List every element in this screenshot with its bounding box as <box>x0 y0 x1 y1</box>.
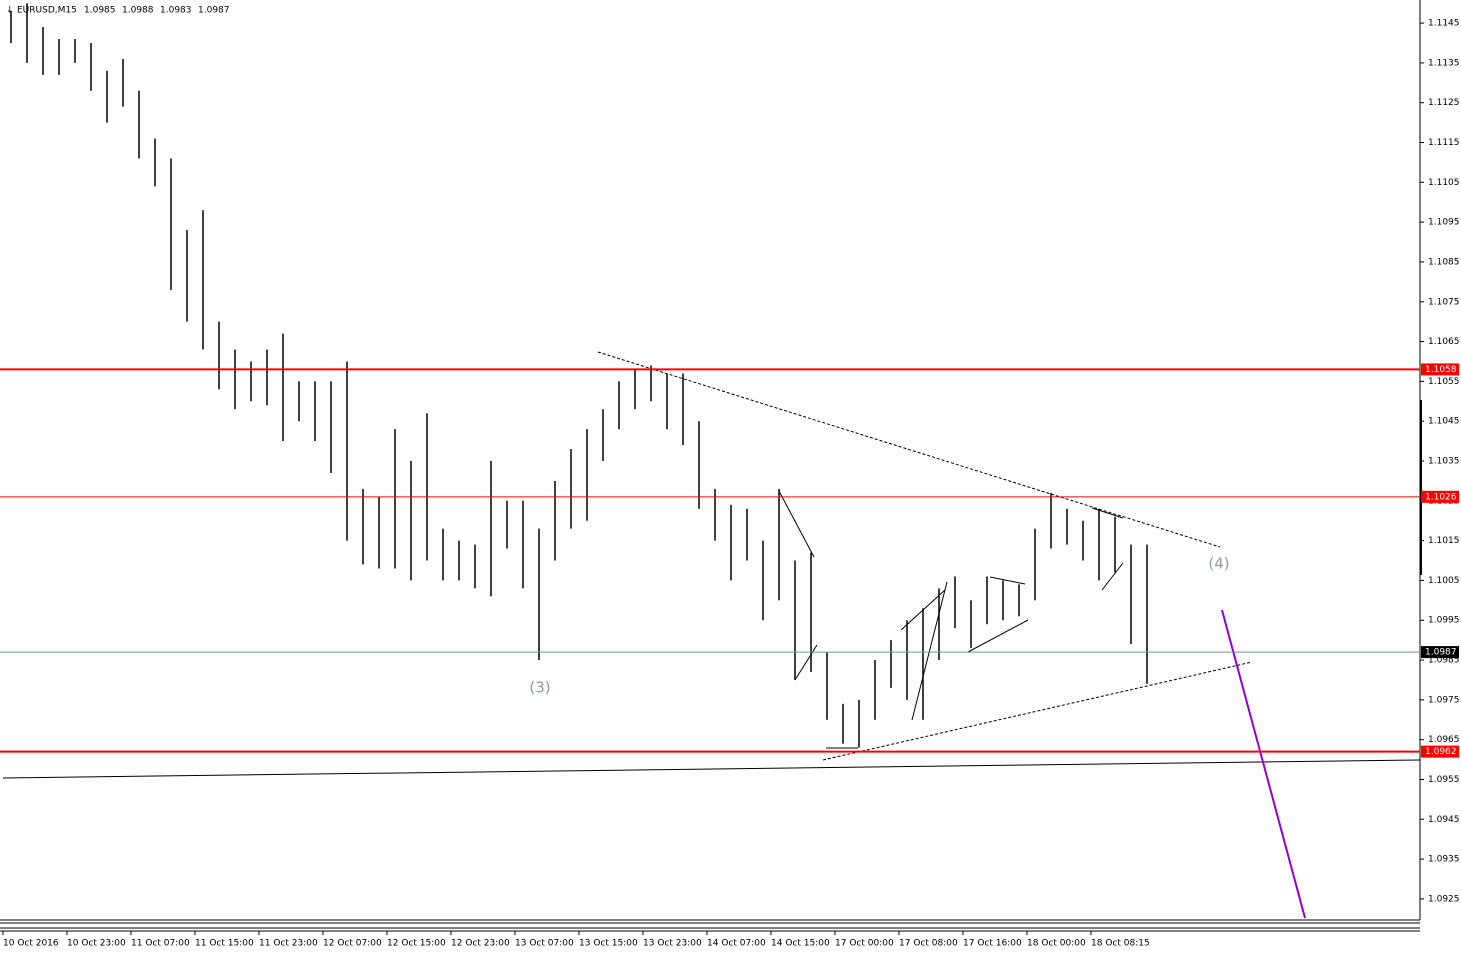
y-tick-label: 1.0985 <box>1428 656 1460 666</box>
x-tick-label: 13 Oct 15:00 <box>579 939 638 949</box>
y-tick-label: 1.1015 <box>1428 536 1460 546</box>
wave-label: (3) <box>529 679 550 697</box>
ohlc-value: 1.0987 <box>198 6 230 16</box>
x-tick-label: 14 Oct 07:00 <box>707 939 766 949</box>
ohlc-value: 1.0985 <box>84 6 116 16</box>
x-tick-label: 11 Oct 07:00 <box>131 939 190 949</box>
level-label: 1.0962 <box>1425 747 1457 757</box>
y-tick-label: 1.1065 <box>1428 337 1460 347</box>
pattern-line <box>1091 507 1124 519</box>
y-tick-label: 1.1145 <box>1428 19 1460 29</box>
symbol: EURUSD,M15 <box>17 6 77 16</box>
wave-label: (4) <box>1208 555 1229 573</box>
arrow-icon: ↓ <box>6 6 14 16</box>
y-tick-label: 1.0965 <box>1428 735 1460 745</box>
ohlc-value: 1.0983 <box>160 6 192 16</box>
x-tick-label: 17 Oct 00:00 <box>835 939 894 949</box>
y-tick-label: 1.1085 <box>1428 257 1460 267</box>
x-tick-label: 12 Oct 15:00 <box>387 939 446 949</box>
y-tick-label: 1.0945 <box>1428 815 1460 825</box>
x-tick-label: 13 Oct 23:00 <box>643 939 702 949</box>
trend-line <box>822 661 1253 761</box>
level-label: 1.1058 <box>1425 365 1457 375</box>
y-tick-label: 1.0925 <box>1428 894 1460 904</box>
y-tick-label: 1.1035 <box>1428 456 1460 466</box>
x-tick-label: 14 Oct 15:00 <box>771 939 830 949</box>
y-tick-label: 1.1115 <box>1428 138 1460 148</box>
x-tick-label: 18 Oct 08:15 <box>1091 939 1150 949</box>
current-price-label: 1.0987 <box>1425 648 1457 658</box>
y-tick-label: 1.1075 <box>1428 297 1460 307</box>
pattern-line <box>911 581 948 721</box>
y-tick-label: 1.0995 <box>1428 616 1460 626</box>
projection-line <box>1221 609 1306 919</box>
trend-line <box>597 351 1221 548</box>
x-tick-label: 11 Oct 23:00 <box>259 939 318 949</box>
pattern-line <box>989 576 1026 585</box>
x-tick-label: 12 Oct 23:00 <box>451 939 510 949</box>
y-tick-label: 1.1005 <box>1428 576 1460 586</box>
pattern-line <box>967 619 1029 653</box>
ohlc-value: 1.0988 <box>122 6 154 16</box>
pattern-line <box>794 644 818 681</box>
level-tag <box>1421 363 1459 376</box>
x-tick-label: 17 Oct 16:00 <box>963 939 1022 949</box>
level-tag <box>1421 490 1459 503</box>
current-price-tag <box>1421 646 1459 659</box>
x-tick-label: 10 Oct 2016 <box>3 939 59 949</box>
y-tick-label: 1.0935 <box>1428 855 1460 865</box>
pattern-line <box>778 490 815 558</box>
y-tick-label: 1.1055 <box>1428 377 1460 387</box>
y-tick-label: 1.0975 <box>1428 695 1460 705</box>
y-tick-label: 1.1045 <box>1428 417 1460 427</box>
y-tick-label: 1.1135 <box>1428 58 1460 68</box>
x-tick-label: 13 Oct 07:00 <box>515 939 574 949</box>
x-tick-label: 12 Oct 07:00 <box>323 939 382 949</box>
pattern-line <box>1101 562 1124 591</box>
x-tick-label: 18 Oct 00:00 <box>1027 939 1086 949</box>
level-tag <box>1421 745 1459 758</box>
x-tick-label: 10 Oct 23:00 <box>67 939 126 949</box>
y-tick-label: 1.1095 <box>1428 218 1460 228</box>
x-tick-label: 11 Oct 15:00 <box>195 939 254 949</box>
y-tick-label: 1.1105 <box>1428 178 1460 188</box>
level-label: 1.1026 <box>1425 492 1457 502</box>
trend-line <box>2 759 1421 779</box>
y-tick-label: 1.1125 <box>1428 98 1460 108</box>
x-tick-label: 17 Oct 08:00 <box>899 939 958 949</box>
y-tick-label: 1.0955 <box>1428 775 1460 785</box>
